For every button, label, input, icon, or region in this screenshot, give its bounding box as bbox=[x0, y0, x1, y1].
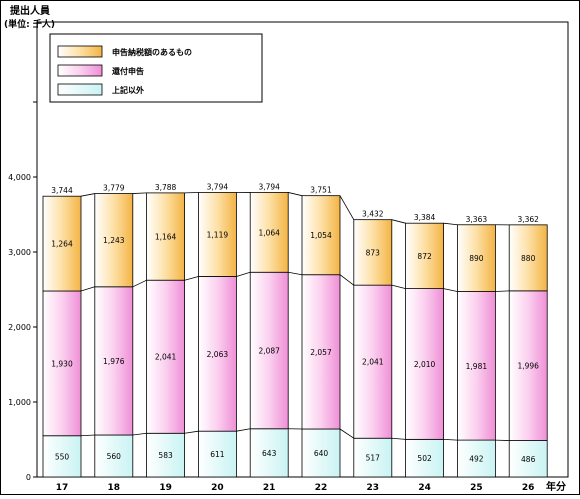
segment-label: 640 bbox=[314, 449, 329, 458]
segment-label: 873 bbox=[366, 248, 381, 257]
segment-label: 2,041 bbox=[155, 353, 177, 362]
x-tick-label: 17 bbox=[56, 483, 69, 493]
total-label: 3,384 bbox=[414, 213, 436, 222]
y-tick-label: 1,000 bbox=[8, 398, 31, 407]
segment-label: 2,041 bbox=[362, 358, 384, 367]
x-tick-label: 25 bbox=[470, 483, 483, 493]
total-label: 3,779 bbox=[103, 184, 125, 193]
segment-label: 486 bbox=[521, 455, 536, 464]
segment-label: 890 bbox=[469, 254, 484, 263]
x-tick-label: 24 bbox=[418, 483, 431, 493]
x-axis-unit: 年分 bbox=[546, 480, 566, 493]
segment-label: 643 bbox=[262, 449, 277, 458]
total-label: 3,794 bbox=[258, 182, 280, 191]
total-label: 3,362 bbox=[517, 215, 539, 224]
y-tick-label: 3,000 bbox=[8, 248, 31, 257]
segment-label: 1,243 bbox=[103, 236, 125, 245]
legend-label: 上記以外 bbox=[112, 85, 144, 95]
total-label: 3,432 bbox=[362, 210, 384, 219]
y-tick-label: 0 bbox=[26, 473, 31, 482]
segment-label: 880 bbox=[521, 254, 536, 263]
segment-label: 550 bbox=[55, 452, 70, 461]
segment-label: 2,010 bbox=[414, 360, 436, 369]
y-axis-title: 提出人員 bbox=[10, 4, 50, 17]
legend-swatch bbox=[58, 84, 102, 95]
x-tick-label: 18 bbox=[108, 483, 121, 493]
x-tick-label: 26 bbox=[522, 483, 535, 493]
total-label: 3,794 bbox=[207, 183, 229, 192]
x-tick-label: 19 bbox=[159, 483, 172, 493]
total-label: 3,744 bbox=[51, 186, 73, 195]
segment-label: 1,054 bbox=[310, 231, 332, 240]
x-tick-label: 23 bbox=[367, 483, 380, 493]
segment-label: 560 bbox=[107, 452, 122, 461]
segment-label: 1,064 bbox=[258, 228, 280, 237]
segment-label: 2,087 bbox=[258, 347, 280, 356]
unit-label: (単位: 千人) bbox=[4, 18, 55, 30]
segment-label: 1,976 bbox=[103, 357, 125, 366]
segment-label: 1,164 bbox=[155, 233, 177, 242]
segment-label: 872 bbox=[417, 252, 432, 261]
segment-label: 1,996 bbox=[517, 362, 539, 371]
legend-label: 還付申告 bbox=[112, 66, 144, 76]
x-tick-label: 20 bbox=[211, 483, 224, 493]
x-tick-label: 21 bbox=[263, 483, 276, 493]
segment-label: 2,057 bbox=[310, 348, 332, 357]
segment-label: 2,063 bbox=[207, 350, 229, 359]
total-label: 3,363 bbox=[466, 215, 488, 224]
segment-label: 1,119 bbox=[207, 230, 229, 239]
y-tick-label: 4,000 bbox=[8, 173, 31, 182]
segment-label: 492 bbox=[469, 455, 484, 464]
segment-label: 611 bbox=[210, 450, 225, 459]
segment-label: 1,930 bbox=[51, 359, 73, 368]
legend-swatch bbox=[58, 65, 102, 76]
total-label: 3,751 bbox=[310, 186, 332, 195]
segment-label: 1,264 bbox=[51, 240, 73, 249]
segment-label: 583 bbox=[158, 451, 173, 460]
x-tick-label: 22 bbox=[315, 483, 328, 493]
total-label: 3,788 bbox=[155, 183, 177, 192]
y-tick-label: 2,000 bbox=[8, 323, 31, 332]
legend-swatch bbox=[58, 46, 102, 57]
segment-label: 502 bbox=[417, 454, 432, 463]
segment-label: 517 bbox=[366, 454, 381, 463]
segment-label: 1,981 bbox=[466, 362, 488, 371]
legend-label: 申告納税額のあるもの bbox=[112, 47, 192, 57]
